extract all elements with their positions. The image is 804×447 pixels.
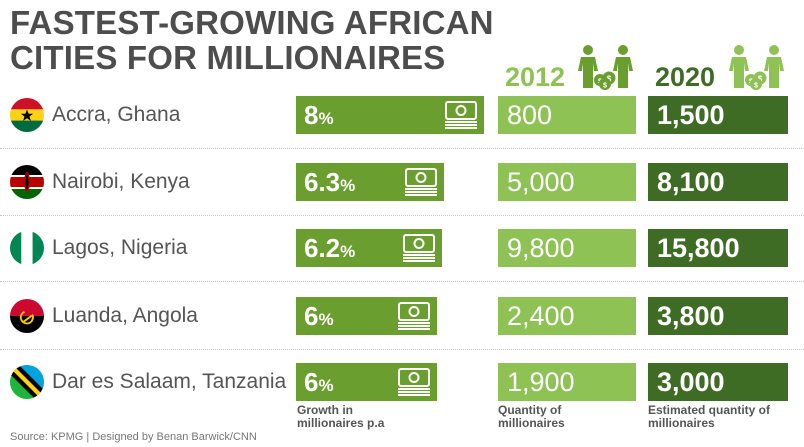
growth-bar: 8% xyxy=(296,96,484,134)
svg-text:$: $ xyxy=(758,75,763,84)
growth-unit: % xyxy=(318,109,334,128)
growth-number: 6 xyxy=(304,301,319,331)
money-stack-icon-wrap xyxy=(442,100,480,135)
quantity-2020-cell: 3,000 xyxy=(648,363,788,401)
city-name: Luanda, Angola xyxy=(52,304,198,327)
year-2020-header: 2020 xyxy=(655,62,716,92)
svg-text:$: $ xyxy=(603,81,607,90)
growth-bar: 6% xyxy=(296,363,437,401)
people-money-bag-icon: $$$ xyxy=(578,45,633,90)
svg-text:$: $ xyxy=(607,75,612,84)
money-stack-icon xyxy=(398,302,430,330)
quantity-2020-cell: 1,500 xyxy=(648,96,788,134)
row-divider xyxy=(0,215,804,216)
money-stack-icon xyxy=(398,368,430,396)
growth-number: 8 xyxy=(304,100,319,130)
growth-bar: 6.2% xyxy=(296,229,442,267)
table-row: Luanda, Angola 6% 2,400 3,800 xyxy=(0,297,804,335)
table-row: Lagos, Nigeria 6.2% 9,800 15,800 xyxy=(0,229,804,267)
quantity-2020-value: 1,500 xyxy=(657,100,725,130)
growth-bar: 6.3% xyxy=(296,163,444,201)
quantity-2020-column-label: Estimated quantity of millionaires xyxy=(648,403,771,430)
quantity-2012-cell: 2,400 xyxy=(498,297,636,335)
money-stack-icon xyxy=(445,101,477,129)
ghana-flag-icon xyxy=(10,98,44,132)
quantity-2020-cell: 3,800 xyxy=(648,297,788,335)
tanzania-flag-icon xyxy=(10,365,44,399)
growth-bar: 6% xyxy=(296,297,437,335)
table-row: Dar es Salaam, Tanzania 6% 1,900 3,000 xyxy=(0,363,804,401)
growth-value: 6.2% xyxy=(304,234,355,266)
quantity-2012-value: 9,800 xyxy=(507,233,575,263)
city-name: Dar es Salaam, Tanzania xyxy=(52,370,287,393)
chart-title: FASTEST-GROWING AFRICAN CITIES FOR MILLI… xyxy=(10,4,494,76)
kenya-flag-icon xyxy=(10,165,44,199)
table-row: Nairobi, Kenya 6.3% 5,000 8,100 xyxy=(0,163,804,201)
quantity-2012-cell: 800 xyxy=(498,96,636,134)
growth-value: 8% xyxy=(304,101,334,133)
quantity-2020-value: 3,000 xyxy=(657,367,725,397)
growth-unit: % xyxy=(318,376,334,395)
growth-value: 6% xyxy=(304,302,334,334)
quantity-2020-value: 8,100 xyxy=(657,167,725,197)
people-money-bag-icon: $$$ xyxy=(729,45,784,90)
quantity-2012-cell: 9,800 xyxy=(498,229,636,267)
growth-value: 6% xyxy=(304,368,334,400)
quantity-2020-cell: 8,100 xyxy=(648,163,788,201)
growth-value: 6.3% xyxy=(304,168,355,200)
quantity-2020-value: 3,800 xyxy=(657,301,725,331)
quantity-2012-value: 5,000 xyxy=(507,167,575,197)
table-row: Accra, Ghana 8% 800 1,500 xyxy=(0,96,804,134)
quantity-2012-value: 800 xyxy=(507,100,553,130)
money-stack-icon xyxy=(405,168,437,196)
city-name: Lagos, Nigeria xyxy=(52,236,188,259)
angola-flag-icon xyxy=(10,299,44,333)
source-note: Source: KPMG | Designed by Benan Barwick… xyxy=(10,431,257,443)
svg-text:$: $ xyxy=(754,81,758,90)
year-2012-header: 2012 xyxy=(505,62,566,92)
growth-column-label: Growth in millionaires p.a xyxy=(297,403,385,430)
growth-unit: % xyxy=(340,242,356,261)
growth-number: 6.2 xyxy=(304,233,341,263)
money-stack-icon-wrap xyxy=(395,301,433,336)
growth-unit: % xyxy=(340,176,356,195)
quantity-2012-column-label: Quantity of millionaires xyxy=(498,403,565,430)
nigeria-flag-icon xyxy=(10,231,44,265)
quantity-2012-cell: 1,900 xyxy=(498,363,636,401)
quantity-2012-value: 1,900 xyxy=(507,367,575,397)
money-stack-icon xyxy=(403,234,435,262)
city-name: Nairobi, Kenya xyxy=(52,170,190,193)
money-stack-icon-wrap xyxy=(400,233,438,268)
quantity-2020-cell: 15,800 xyxy=(648,229,788,267)
row-divider xyxy=(0,349,804,350)
quantity-2012-cell: 5,000 xyxy=(498,163,636,201)
growth-number: 6.3 xyxy=(304,167,341,197)
growth-unit: % xyxy=(318,310,334,329)
money-stack-icon-wrap xyxy=(402,167,440,202)
city-name: Accra, Ghana xyxy=(52,103,181,126)
quantity-2020-value: 15,800 xyxy=(657,233,740,263)
money-stack-icon-wrap xyxy=(395,367,433,402)
row-divider xyxy=(0,148,804,149)
row-divider xyxy=(0,281,804,282)
quantity-2012-value: 2,400 xyxy=(507,301,575,331)
growth-number: 6 xyxy=(304,367,319,397)
